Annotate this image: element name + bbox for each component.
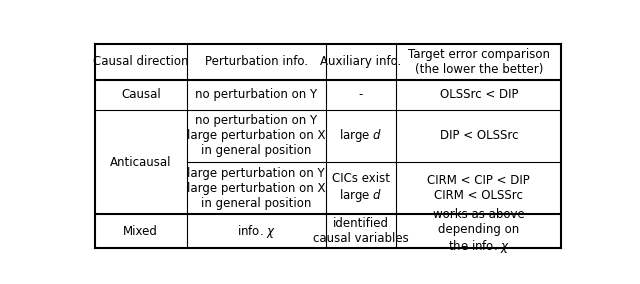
Text: no perturbation on Y: no perturbation on Y <box>195 88 317 101</box>
Text: no perturbation on Y
large perturbation on X
in general position: no perturbation on Y large perturbation … <box>187 114 325 157</box>
Text: Causal direction: Causal direction <box>93 55 189 68</box>
Text: Mixed: Mixed <box>124 225 158 238</box>
Text: identified
causal variables: identified causal variables <box>313 218 409 245</box>
Text: large perturbation on Y
large perturbation on X
in general position: large perturbation on Y large perturbati… <box>187 167 325 210</box>
Text: CICs exist
large $d$: CICs exist large $d$ <box>332 172 390 204</box>
Text: CIRM < CIP < DIP
CIRM < OLSSrc: CIRM < CIP < DIP CIRM < OLSSrc <box>428 174 530 202</box>
Text: OLSSrc < DIP: OLSSrc < DIP <box>440 88 518 101</box>
Text: DIP < OLSSrc: DIP < OLSSrc <box>440 129 518 142</box>
Text: Target error comparison
(the lower the better): Target error comparison (the lower the b… <box>408 48 550 76</box>
Text: works as above
depending on
the info. $\chi$: works as above depending on the info. $\… <box>433 208 525 255</box>
Text: Causal: Causal <box>121 88 161 101</box>
Text: large $d$: large $d$ <box>339 127 383 144</box>
Text: Perturbation info.: Perturbation info. <box>205 55 308 68</box>
Text: info. $\chi$: info. $\chi$ <box>237 223 275 240</box>
Text: Auxiliary info.: Auxiliary info. <box>321 55 402 68</box>
Text: Anticausal: Anticausal <box>110 156 172 168</box>
Text: -: - <box>359 88 363 101</box>
